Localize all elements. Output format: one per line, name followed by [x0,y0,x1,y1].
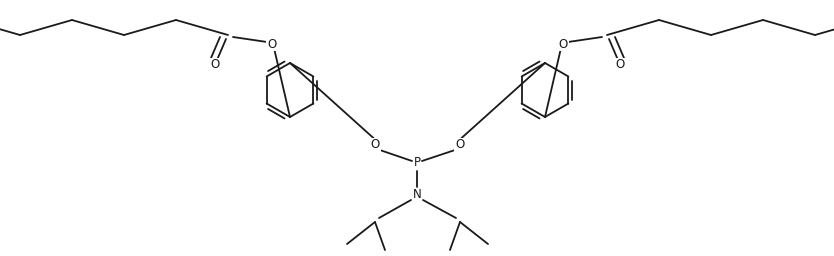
Text: N: N [413,188,421,201]
Text: O: O [210,59,219,71]
Text: O: O [268,37,277,50]
Text: P: P [414,156,420,169]
Text: O: O [615,59,625,71]
Text: O: O [559,37,568,50]
Text: O: O [370,138,379,152]
Text: O: O [455,138,465,152]
